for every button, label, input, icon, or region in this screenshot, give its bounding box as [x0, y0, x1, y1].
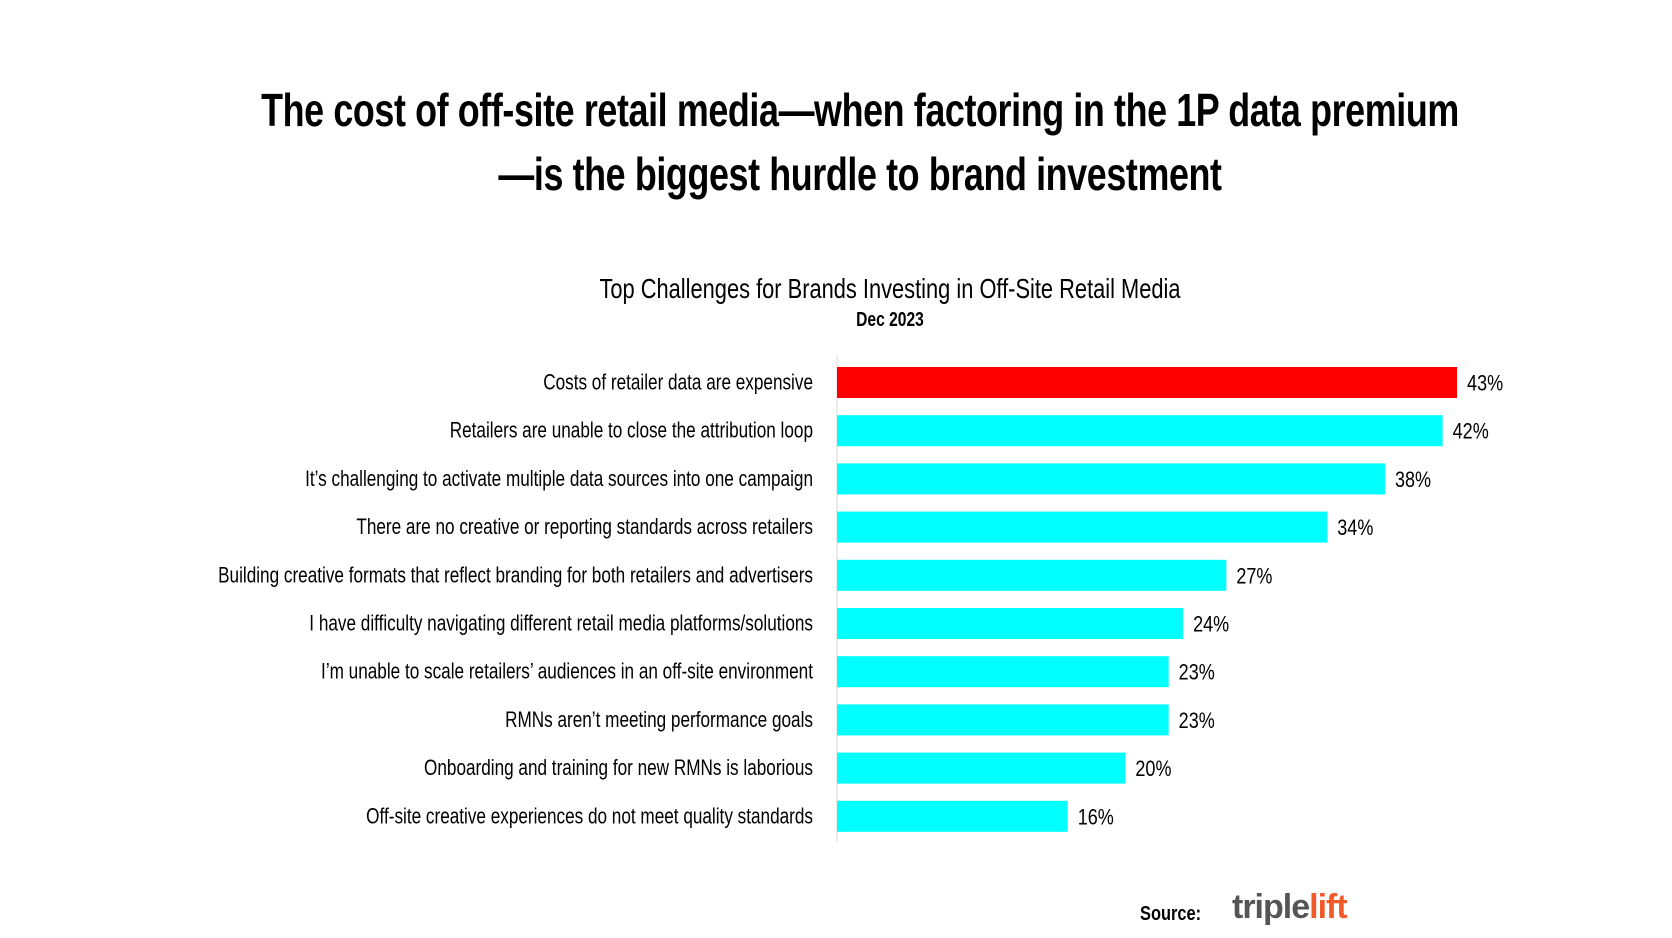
bar-3: [837, 463, 1385, 495]
value-label-4: 34%: [1337, 517, 1373, 541]
category-label-8: RMNs aren’t meeting performance goals: [505, 708, 813, 733]
logo-text-lift: lift: [1309, 888, 1348, 926]
chart-subtitle: Dec 2023: [856, 309, 924, 331]
bar-chart: Costs of retailer data are expensive 43% R…: [218, 355, 1503, 842]
value-label-7: 23%: [1179, 661, 1215, 685]
value-label-3: 38%: [1395, 468, 1431, 492]
bar-7: [837, 656, 1169, 688]
category-label-4: There are no creative or reporting stand…: [356, 515, 813, 540]
value-label-1: 43%: [1467, 372, 1503, 396]
category-label-7: I’m unable to scale retailers’ audiences…: [321, 660, 813, 685]
value-label-10: 16%: [1078, 806, 1114, 830]
category-label-6: I have difficulty navigating different r…: [309, 612, 813, 637]
value-label-6: 24%: [1193, 613, 1229, 637]
value-label-9: 20%: [1135, 758, 1171, 782]
bar-9: [837, 752, 1126, 784]
value-label-5: 27%: [1236, 565, 1272, 589]
category-label-1: Costs of retailer data are expensive: [543, 371, 813, 396]
category-label-5: Building creative formats that reflect b…: [218, 563, 813, 588]
bar-6: [837, 608, 1184, 639]
bar-2: [837, 415, 1443, 447]
value-label-2: 42%: [1453, 420, 1489, 444]
bar-4: [837, 511, 1328, 543]
logo-text-triple: triple: [1232, 888, 1310, 926]
value-label-8: 23%: [1179, 709, 1215, 733]
chart-title: Top Challenges for Brands Investing in O…: [599, 273, 1181, 304]
bar-8: [837, 704, 1169, 736]
category-label-10: Off-site creative experiences do not mee…: [366, 804, 813, 829]
category-label-2: Retailers are unable to close the attrib…: [450, 419, 813, 444]
headline: The cost of off-site retail media—when f…: [261, 84, 1459, 200]
source-label: Source:: [1140, 903, 1202, 925]
triplelift-logo: triplelift: [1232, 887, 1348, 927]
category-label-3: It’s challenging to activate multiple da…: [305, 467, 813, 492]
category-label-9: Onboarding and training for new RMNs is …: [424, 756, 813, 781]
bar-1: [837, 367, 1458, 398]
bar-5: [837, 559, 1227, 591]
bar-10: [837, 800, 1068, 832]
